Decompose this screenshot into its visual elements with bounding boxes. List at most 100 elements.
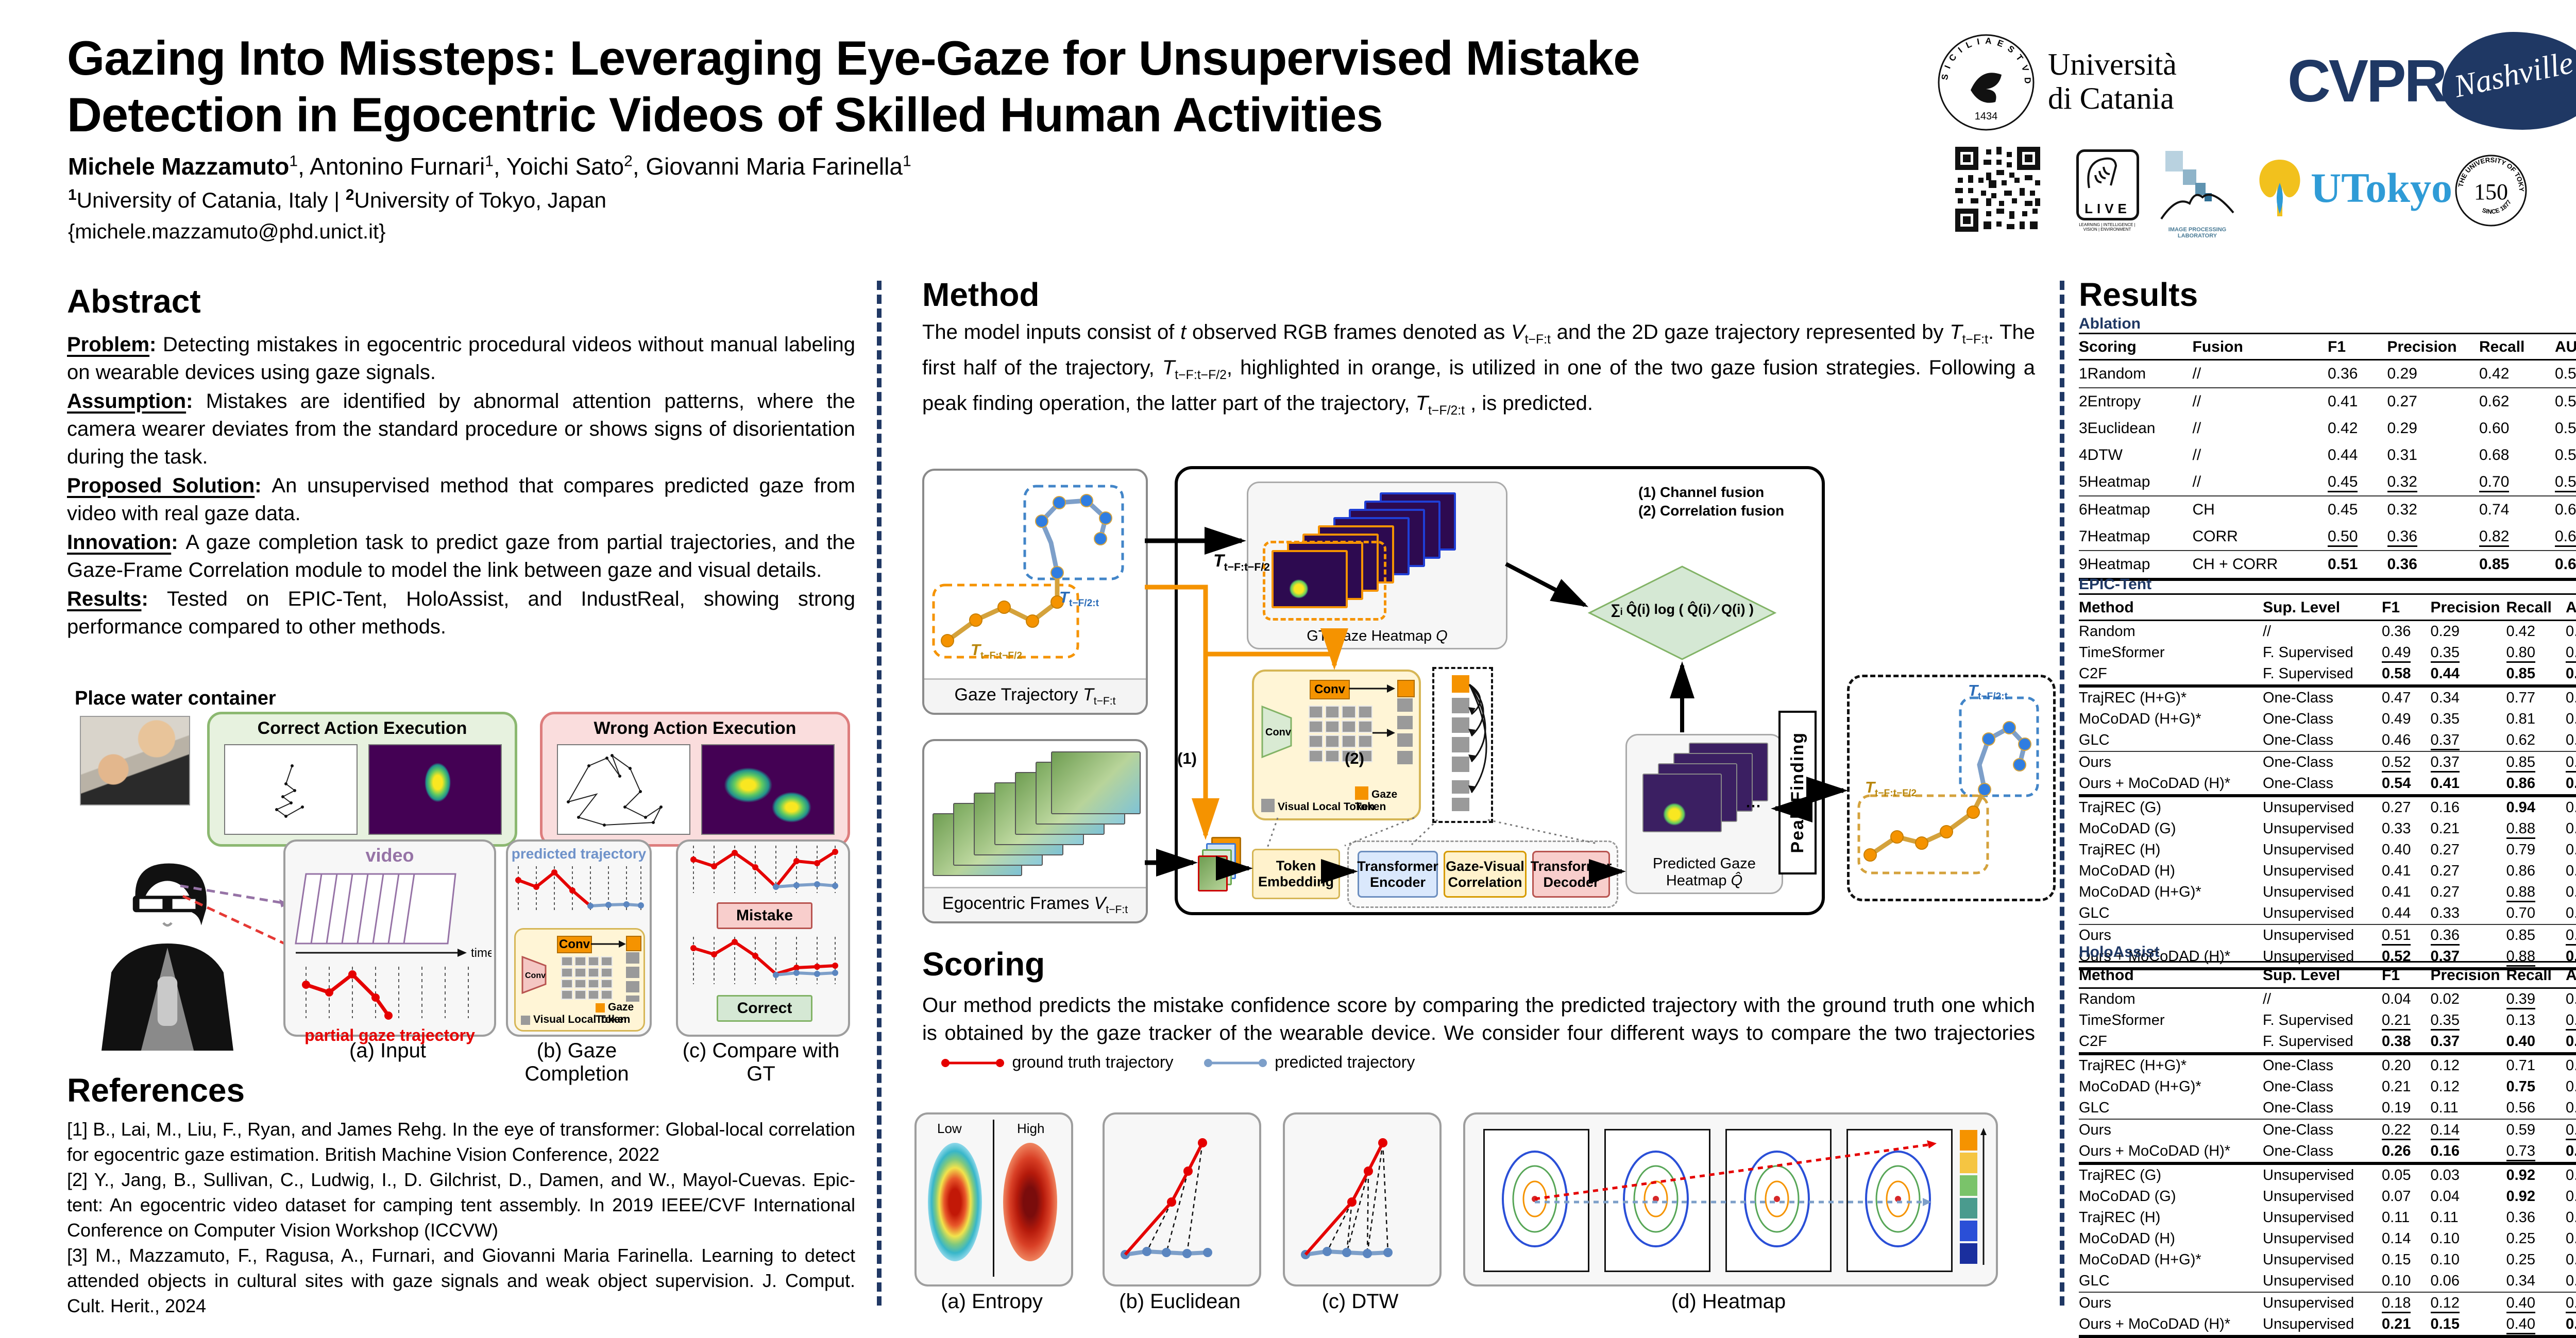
- ablation-section: Ablation Scoring Fusion F1 Precision Recall A…: [2079, 315, 2576, 581]
- wrong-execution-panel: Wrong Action Execution: [540, 712, 850, 847]
- author-list: Michele Mazzamuto1, Antonino Furnari1, Y…: [68, 152, 911, 180]
- table-cell: Unsupervised: [2263, 1188, 2354, 1205]
- table-cell: 0.60: [2566, 884, 2576, 900]
- table-row: TimeSformer F. Supervised 0.210.350.13 0.58: [2079, 1010, 2576, 1031]
- table-cell: 0.58: [2382, 663, 2431, 688]
- table-cell: 0.41: [2430, 773, 2506, 797]
- wrong-gaze-scatter: [557, 744, 690, 835]
- gaze-completion-panel: predicted trajectory Conv Conv Visual Lo…: [506, 839, 652, 1037]
- table-cell: 0.42: [2328, 420, 2358, 437]
- gaze-token-square: [626, 936, 641, 951]
- table-cell: 0.69: [2555, 551, 2576, 581]
- table-cell: 0.85: [2506, 751, 2566, 773]
- table-row: Ours Unsupervised 0.510.360.85 0.69: [2079, 924, 2576, 946]
- table-cell: 0.42: [2506, 623, 2535, 640]
- column-header: F1: [2382, 594, 2431, 621]
- table-cell: One-Class: [2263, 1097, 2382, 1120]
- table-cell: GLC: [2079, 1097, 2263, 1120]
- column-header: Recall: [2506, 962, 2566, 989]
- branch-1-label: (1): [1177, 749, 1197, 767]
- caption-entropy: (a) Entropy: [941, 1290, 1043, 1313]
- predicted-panel-caption: Predicted Gaze Heatmap Q̂: [1653, 855, 1756, 889]
- method-paragraph: The model inputs consist of t observed R…: [922, 321, 2035, 418]
- table-cell: 0.77: [2506, 690, 2535, 706]
- table-cell: 0.49: [2382, 642, 2431, 663]
- mistake-chart: [690, 846, 838, 893]
- column-header: Recall: [2506, 594, 2566, 621]
- table-cell: 0.27: [2387, 393, 2417, 410]
- table-cell: One-Class: [2263, 754, 2333, 770]
- table-cell: 0.45: [2328, 501, 2358, 518]
- table-cell: CH: [2192, 501, 2215, 518]
- kl-divergence-diamond: [1587, 565, 1777, 660]
- table-row: TrajREC (H) Unsupervised 0.11 0.11 0.36 0.53: [2079, 1207, 2576, 1228]
- table-cell: //: [2192, 469, 2328, 496]
- table-cell: 0.74: [2479, 501, 2510, 518]
- token-embedding-detail-box: Conv Conv Visual Local Token Gaze Token: [1252, 670, 1421, 820]
- column-header: Precision: [2387, 333, 2479, 361]
- gaze-token-legend: Gaze Token: [596, 1001, 634, 1025]
- table-cell: 0.59: [2506, 1122, 2535, 1138]
- caption-dtw: (c) DTW: [1321, 1290, 1399, 1313]
- table-cell: //: [2192, 393, 2201, 410]
- teaser-figure: Place water container Correct Action Exe…: [67, 685, 855, 1085]
- svg-text:Conv: Conv: [1265, 727, 1292, 738]
- column-header: Method: [2079, 962, 2263, 989]
- caption-euclidean: (b) Euclidean: [1119, 1290, 1241, 1313]
- table-cell: 0.32: [2387, 501, 2417, 518]
- table-cell: 0.41: [2382, 884, 2411, 900]
- table-cell: Ours: [2079, 754, 2111, 770]
- table-cell: 0.12: [2430, 1292, 2506, 1314]
- method-diagram: Tt−F/2:t Tt−F:t−F/2 Gaze Trajectory Tt−F…: [917, 453, 2056, 927]
- table-cell: 0.41: [2328, 393, 2358, 410]
- table-cell: Random: [2079, 991, 2136, 1007]
- abstract-item: Innovation: A gaze completion task to pr…: [67, 531, 856, 581]
- table-cell: 0.50: [2328, 523, 2387, 551]
- table-cell: 0.66: [2566, 1314, 2576, 1338]
- conv-gaze-branch: Conv: [1310, 680, 1350, 699]
- table-cell: One-Class: [2263, 1141, 2382, 1165]
- table-cell: CH + CORR: [2192, 551, 2328, 581]
- table-cell: 0.31: [2387, 447, 2417, 464]
- table-row: Ours + MoCoDAD (H)* One-Class 0.54 0.41 0.86…: [2079, 773, 2576, 797]
- column-header: F1: [2382, 962, 2431, 989]
- table-cell: 0.12: [2430, 1078, 2460, 1095]
- table-cell: 0.53: [2566, 1209, 2576, 1226]
- task-label: Place water container: [75, 688, 276, 709]
- table-cell: 0.88: [2506, 818, 2566, 839]
- table-cell: 0.92: [2506, 1188, 2535, 1205]
- table-cell: 0.50: [2566, 1188, 2576, 1205]
- fusion-note-2: (2) Correlation fusion: [1638, 503, 1785, 519]
- table-cell: Ours: [2079, 1295, 2111, 1311]
- table-cell: 0.36: [2328, 359, 2387, 388]
- table-row: TrajREC (G) Unsupervised 0.05 0.03 0.92 0.50: [2079, 1163, 2576, 1186]
- visual-token-column: [1397, 698, 1413, 765]
- table-cell: 0.04: [2430, 1188, 2460, 1205]
- table-cell: //: [2192, 359, 2328, 388]
- table-row: MoCoDAD (G) Unsupervised 0.07 0.04 0.92 0.50: [2079, 1186, 2576, 1207]
- predicted-trajectory-label: predicted trajectory: [511, 846, 647, 862]
- title-line-2: Detection in Egocentric Videos of Skille…: [67, 88, 1383, 142]
- table-cell: 0.51: [2555, 359, 2576, 388]
- entropy-low-heatmap: [928, 1143, 982, 1261]
- table-cell: TimeSformer: [2079, 644, 2165, 661]
- table-cell: Unsupervised: [2263, 903, 2382, 925]
- table-row: 5Heatmap//0.450.320.700.57: [2079, 469, 2576, 496]
- output-trajectory-box: Tt−F/2:t Tt−F:t−F/2: [1847, 675, 2056, 901]
- table-cell: Unsupervised: [2263, 863, 2354, 879]
- output-trajectory-plot: [1857, 696, 2039, 874]
- table-cell: One-Class: [2263, 1078, 2333, 1095]
- table-cell: 0.61: [2566, 903, 2576, 925]
- cvpr-wordmark: CVPR: [2287, 47, 2447, 114]
- table-cell: 0.88: [2506, 882, 2566, 903]
- table-cell: 0.20: [2382, 1057, 2411, 1074]
- table-cell: 0.37: [2430, 730, 2506, 752]
- table-cell: 0.33: [2430, 903, 2506, 925]
- table-cell: Ours + MoCoDAD (H)*: [2079, 1314, 2263, 1338]
- column-header: Precision: [2430, 594, 2506, 621]
- gaze-trajectory-plot: [932, 485, 1124, 659]
- column-header: Sup. Level: [2263, 962, 2382, 989]
- output-blue-label: Tt−F/2:t: [1968, 681, 2008, 702]
- table-cell: 0.62: [2479, 393, 2510, 410]
